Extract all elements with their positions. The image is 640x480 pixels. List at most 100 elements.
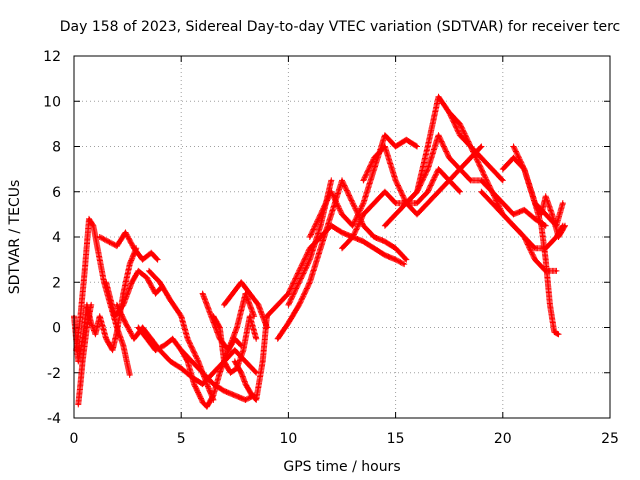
data-point — [169, 360, 172, 363]
data-point — [171, 337, 174, 341]
data-point — [405, 138, 408, 141]
data-point — [145, 337, 149, 341]
series-arc-17 — [306, 132, 420, 240]
y-tick-label: 10 — [43, 94, 61, 110]
data-point — [362, 201, 365, 205]
y-tick-label: 2 — [52, 275, 61, 291]
data-point — [372, 235, 376, 239]
data-point — [308, 235, 312, 239]
data-point — [190, 360, 194, 363]
data-point — [426, 201, 429, 205]
data-point — [372, 201, 376, 205]
data-point — [490, 167, 494, 171]
data-point — [244, 360, 247, 363]
series-arc-2 — [73, 215, 133, 378]
data-point — [544, 258, 547, 261]
data-point — [244, 382, 247, 386]
data-point — [162, 344, 166, 347]
data-point — [235, 326, 239, 329]
y-tick-label: 0 — [52, 321, 61, 337]
x-tick-label: 10 — [279, 431, 297, 447]
data-point — [458, 167, 462, 171]
data-point — [124, 231, 127, 234]
data-point — [132, 247, 136, 250]
data-point — [212, 394, 215, 397]
data-point — [512, 213, 515, 216]
data-point — [458, 133, 462, 137]
data-point — [180, 367, 183, 370]
data-point — [561, 201, 565, 205]
data-point — [154, 348, 157, 352]
data-point — [233, 360, 236, 363]
series-arc-13 — [231, 313, 270, 403]
data-point — [362, 240, 365, 243]
data-point — [480, 156, 483, 160]
data-point — [79, 314, 82, 318]
y-tick-label: 4 — [52, 230, 61, 246]
data-point — [394, 213, 397, 216]
data-point — [137, 326, 140, 329]
data-point — [383, 253, 387, 257]
data-point — [297, 281, 301, 284]
data-point — [276, 303, 279, 307]
data-point — [308, 258, 312, 261]
data-point — [287, 303, 290, 307]
data-point — [222, 303, 226, 307]
data-point — [340, 231, 344, 234]
data-point — [252, 314, 256, 318]
data-point — [415, 145, 419, 148]
data-point — [147, 269, 151, 273]
series-arc-3 — [75, 301, 95, 408]
data-point — [490, 190, 494, 193]
series-arc-26 — [532, 193, 568, 240]
data-point — [533, 258, 537, 261]
data-point — [394, 201, 397, 205]
data-point — [426, 145, 429, 148]
x-tick-label: 25 — [601, 431, 619, 447]
data-point — [265, 314, 269, 318]
data-point — [154, 292, 157, 295]
data-point — [297, 303, 301, 307]
data-point — [362, 224, 365, 227]
data-point — [115, 244, 119, 248]
data-point — [415, 201, 419, 205]
data-point — [512, 156, 515, 160]
data-point — [107, 240, 110, 243]
data-point — [205, 382, 209, 386]
data-point — [480, 145, 483, 148]
data-point — [490, 201, 494, 205]
data-point — [402, 262, 406, 266]
data-point — [233, 394, 236, 397]
data-point — [544, 213, 547, 216]
data-point — [201, 382, 204, 386]
data-point — [85, 326, 89, 329]
data-point — [87, 217, 91, 221]
data-point — [180, 314, 183, 318]
data-point — [180, 348, 183, 352]
chart-title: Day 158 of 2023, Sidereal Day-to-day VTE… — [60, 19, 620, 35]
series-arc-22 — [446, 109, 566, 252]
data-point — [130, 281, 134, 284]
data-point — [394, 145, 397, 148]
data-point — [240, 371, 243, 374]
data-point — [169, 299, 172, 302]
data-point — [158, 281, 161, 284]
data-point — [394, 258, 397, 261]
data-point — [372, 156, 376, 160]
data-point — [458, 122, 462, 126]
data-point — [212, 371, 215, 374]
data-point — [533, 217, 537, 221]
data-point — [383, 224, 387, 227]
y-tick-label: 8 — [52, 140, 61, 156]
data-point — [212, 314, 215, 318]
data-point — [480, 179, 483, 182]
data-point — [319, 213, 322, 216]
data-point — [98, 314, 101, 318]
data-point — [128, 373, 131, 377]
data-series — [71, 93, 568, 410]
data-point — [405, 258, 408, 261]
data-point — [287, 292, 290, 295]
data-point — [544, 195, 547, 198]
data-point — [122, 292, 125, 295]
data-point — [523, 208, 526, 212]
